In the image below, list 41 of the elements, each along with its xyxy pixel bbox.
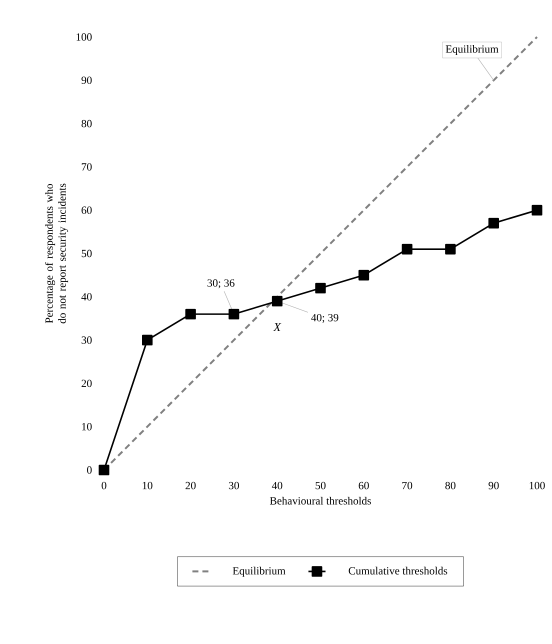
y-tick-label: 60	[82, 206, 92, 214]
y-tick-label: 70	[82, 163, 92, 171]
y-tick-label: 100	[76, 33, 92, 41]
point	[228, 308, 240, 320]
annotation: 40; 39	[311, 314, 338, 323]
x-tick-label: 100	[530, 482, 545, 490]
annotation: 30; 36	[208, 279, 234, 288]
point	[445, 244, 456, 254]
x-tick-label: 70	[402, 482, 412, 490]
y-tick-label: 30	[82, 336, 92, 344]
y-tick-label: 20	[82, 380, 92, 388]
x-tick-label: 60	[358, 482, 369, 490]
x-tick-label: 0	[102, 482, 106, 490]
point	[98, 464, 110, 476]
point	[272, 296, 282, 306]
y-tick-label: 80	[82, 120, 92, 128]
x-tick-label: 20	[186, 482, 196, 490]
x-tick-label: 10	[142, 482, 152, 490]
point	[488, 218, 500, 228]
legend-label: Cumulative thresholds	[348, 566, 448, 575]
annotation: Equilibrium	[446, 45, 498, 55]
y-axis-title: Percentage of respondents who do not report security incidents	[44, 184, 68, 324]
x-axis-title: Behavioural thresholds	[270, 496, 371, 505]
legend-label: Equilibrium	[232, 566, 286, 577]
x-tick-label: 40	[272, 482, 282, 490]
point	[532, 204, 542, 216]
x-tick-label: 50	[316, 482, 326, 490]
point	[315, 282, 326, 294]
y-tick-label: 0	[87, 466, 92, 474]
point	[185, 308, 196, 320]
y-tick-label: 40	[81, 293, 92, 301]
y-tick-label: 90	[81, 76, 92, 84]
y-tick-label: 10	[82, 422, 92, 430]
y-tick-label: 50	[82, 250, 92, 258]
annotation: X	[273, 323, 282, 332]
x-tick-label: 30	[228, 482, 239, 490]
point	[142, 334, 153, 346]
point	[402, 244, 412, 254]
x-tick-label: 90	[488, 482, 499, 490]
x-tick-label: 80	[445, 482, 456, 490]
point	[358, 270, 370, 280]
